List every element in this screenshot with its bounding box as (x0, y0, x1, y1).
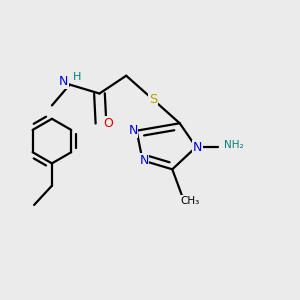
Text: N: N (140, 154, 149, 167)
Text: N: N (59, 75, 68, 88)
Text: S: S (149, 93, 157, 106)
Text: NH₂: NH₂ (224, 140, 244, 150)
Text: O: O (103, 117, 113, 130)
Text: CH₃: CH₃ (181, 196, 200, 206)
Text: N: N (128, 124, 138, 137)
Text: N: N (193, 140, 202, 154)
Text: H: H (73, 72, 81, 82)
